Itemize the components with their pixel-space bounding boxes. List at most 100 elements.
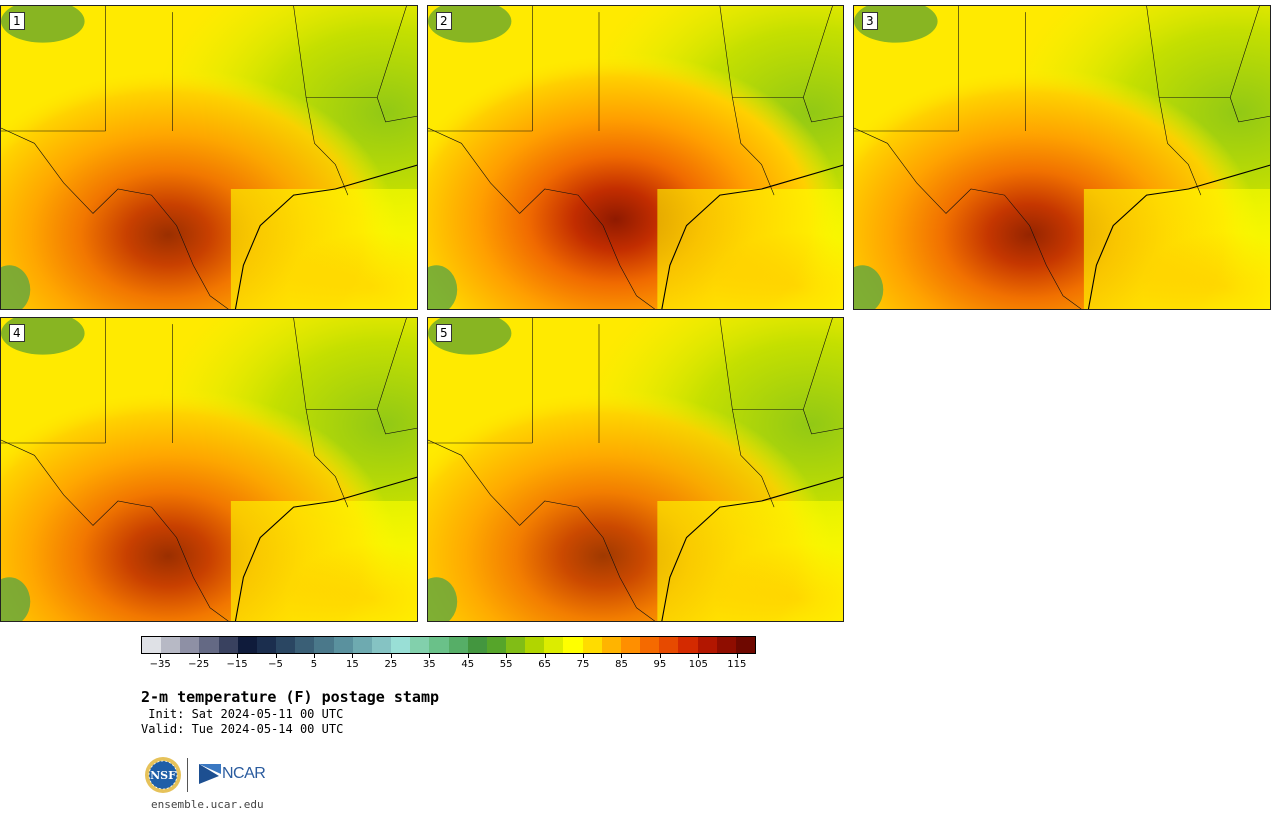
gulf-region <box>657 189 843 309</box>
colorbar-bin <box>276 637 296 653</box>
temperature-map <box>428 6 843 309</box>
stamp-panel-4[interactable]: 4 <box>0 317 418 622</box>
colorbar-bin <box>544 637 564 653</box>
site-url[interactable]: ensemble.ucar.edu <box>151 798 264 811</box>
stamp-panel-3[interactable]: 3 <box>853 5 1271 310</box>
logo-divider <box>187 758 188 792</box>
coastline <box>661 164 843 309</box>
colorbar <box>141 636 756 654</box>
colorbar-bin <box>467 637 487 653</box>
colorbar-tick <box>237 654 239 658</box>
colorbar-tick-label: 35 <box>422 659 436 670</box>
colorbar-tick-label: −25 <box>188 659 210 670</box>
colorbar-bin <box>180 637 200 653</box>
figure-title: 2-m temperature (F) postage stamp <box>141 688 440 706</box>
coastline <box>1087 164 1270 309</box>
colorbar-ticks: −35 −25 −15 −5 5 15 25 35 45 55 65 75 85 95 105 115 <box>141 654 756 674</box>
colorbar-bin <box>142 637 162 653</box>
boundary-line <box>428 439 656 621</box>
colorbar-tick-label: 85 <box>615 659 628 670</box>
boundary-line <box>293 6 407 98</box>
boundary-line <box>803 97 843 123</box>
colorbar-bin <box>295 637 315 653</box>
temperature-map <box>1 318 417 621</box>
colorbar-bin <box>563 637 583 653</box>
colorbar-tick <box>160 654 162 658</box>
ncar-logo-icon[interactable] <box>197 762 277 786</box>
stamp-panel-2[interactable]: 2 <box>427 5 844 310</box>
colorbar-bin <box>735 637 755 653</box>
boundary-line <box>732 97 775 196</box>
colorbar-bin <box>601 637 621 653</box>
colorbar-bin <box>716 637 736 653</box>
panel-label: 4 <box>9 324 25 342</box>
boundary-line <box>803 409 843 435</box>
colorbar-bin <box>659 637 679 653</box>
colorbar-tick-label: 15 <box>346 659 359 670</box>
colorbar-bin <box>486 637 506 653</box>
ncar-logo-text: NCAR <box>222 765 266 782</box>
colorbar-tick <box>583 654 585 658</box>
boundary-line <box>1146 6 1260 98</box>
colorbar-bin <box>410 637 430 653</box>
terrain-patch <box>1 577 31 621</box>
colorbar-tick <box>429 654 431 658</box>
colorbar-tick <box>352 654 354 658</box>
boundary-line <box>376 97 417 123</box>
terrain-patch <box>428 577 458 621</box>
colorbar-bin <box>199 637 219 653</box>
colorbar-bin <box>505 637 526 653</box>
colorbar-bin <box>697 637 717 653</box>
terrain-patch <box>1 265 31 309</box>
panel-label: 3 <box>862 12 878 30</box>
colorbar-tick-label: 5 <box>310 659 318 670</box>
colorbar-tick-label: −15 <box>226 659 248 670</box>
colorbar-tick <box>736 654 738 658</box>
colorbar-bin <box>352 637 372 653</box>
colorbar-tick <box>390 654 392 658</box>
temperature-map <box>428 318 843 621</box>
colorbar-bin <box>391 637 411 653</box>
boundary-line <box>376 409 417 435</box>
nsf-logo-icon[interactable]: NSF <box>144 756 182 794</box>
colorbar-tick <box>467 654 469 658</box>
panel-label: 5 <box>436 324 452 342</box>
colorbar-tick-label: −5 <box>268 659 283 670</box>
boundary-line <box>1 127 229 309</box>
colorbar-bin <box>640 637 660 653</box>
colorbar-tick <box>544 654 546 658</box>
colorbar-bin <box>218 637 238 653</box>
boundary-line <box>1158 97 1202 196</box>
valid-time: Valid: Tue 2024-05-14 00 UTC <box>141 722 344 736</box>
colorbar-tick-label: 115 <box>727 659 747 670</box>
boundary-line <box>719 6 833 98</box>
colorbar-bin <box>161 637 181 653</box>
colorbar-bin <box>448 637 468 653</box>
gulf-region <box>1083 189 1270 309</box>
colorbar-tick-label: 55 <box>499 659 513 670</box>
panel-label: 2 <box>436 12 452 30</box>
colorbar-bin <box>582 637 602 653</box>
colorbar-tick-label: 45 <box>461 659 475 670</box>
boundary-line <box>1229 97 1270 123</box>
temperature-map <box>1 6 417 309</box>
boundary-line <box>732 409 775 508</box>
colorbar-tick <box>506 654 508 658</box>
colorbar-bin <box>314 637 334 653</box>
stamp-panel-1[interactable]: 1 <box>0 5 418 310</box>
stamp-panel-5[interactable]: 5 <box>427 317 844 622</box>
colorbar-bin <box>333 637 353 653</box>
gulf-region <box>230 189 417 309</box>
colorbar-bin <box>237 637 257 653</box>
colorbar-bin <box>620 637 641 653</box>
init-time: Init: Sat 2024-05-11 00 UTC <box>141 707 344 721</box>
colorbar-tick <box>698 654 700 658</box>
colorbar-tick <box>313 654 315 658</box>
colorbar-tick-label: −35 <box>149 659 171 670</box>
boundary-line <box>428 127 656 309</box>
panel-label: 1 <box>9 12 25 30</box>
colorbar-tick <box>198 654 200 658</box>
terrain-patch <box>428 265 458 309</box>
temperature-map <box>854 6 1270 309</box>
colorbar-tick-label: 105 <box>688 659 708 670</box>
